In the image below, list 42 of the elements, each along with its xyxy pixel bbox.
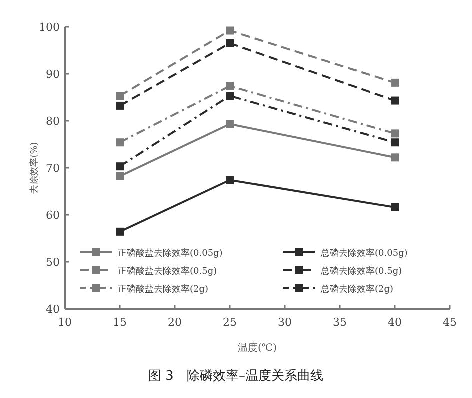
- y-tick-label: 80: [46, 115, 60, 128]
- x-tick-label: 20: [168, 316, 182, 329]
- x-tick-label: 30: [278, 316, 292, 329]
- point: [226, 82, 234, 90]
- point: [391, 130, 399, 138]
- y-tick-label: 60: [46, 209, 60, 222]
- x-tick-label: 10: [58, 316, 72, 329]
- y-tick-label: 50: [46, 256, 60, 269]
- legend-label: 总磷去除效率(0.5g): [320, 266, 402, 277]
- point: [226, 92, 234, 100]
- x-tick-label: 45: [443, 316, 457, 329]
- point: [116, 138, 124, 147]
- y-tick-label: 70: [46, 162, 60, 175]
- point: [391, 154, 399, 162]
- legend-label: 正磷酸盐去除效率(0.05g): [118, 248, 223, 259]
- legend-label: 正磷酸盐去除效率(0.5g): [118, 266, 218, 277]
- point: [116, 162, 124, 171]
- point: [226, 26, 234, 35]
- caption: 图 3 除磷效率–温度关系曲线: [148, 368, 324, 384]
- x-tick-label: 25: [223, 316, 237, 329]
- point: [116, 102, 124, 110]
- x-tick-label: 35: [333, 316, 347, 329]
- point: [116, 92, 124, 100]
- point: [391, 203, 399, 212]
- point: [391, 78, 399, 87]
- legend-label: 总磷去除效率(0.05g): [320, 248, 408, 259]
- y-tick-label: 40: [46, 303, 60, 316]
- x-tick-label: 40: [388, 316, 402, 329]
- point: [391, 138, 399, 147]
- y-axis-title: 去除效率(%): [29, 142, 40, 194]
- point: [391, 96, 399, 105]
- point: [226, 39, 234, 48]
- point: [116, 172, 124, 180]
- legend-label: 正磷酸盐去除效率(2g): [118, 284, 209, 295]
- x-axis-title: 温度(℃): [238, 342, 278, 354]
- y-tick-label: 100: [39, 21, 60, 34]
- legend-label: 总磷去除效率(2g): [320, 284, 394, 295]
- point: [226, 176, 234, 184]
- x-tick-label: 15: [113, 316, 127, 329]
- y-tick-label: 90: [46, 68, 60, 81]
- point: [116, 228, 124, 236]
- point: [226, 120, 234, 128]
